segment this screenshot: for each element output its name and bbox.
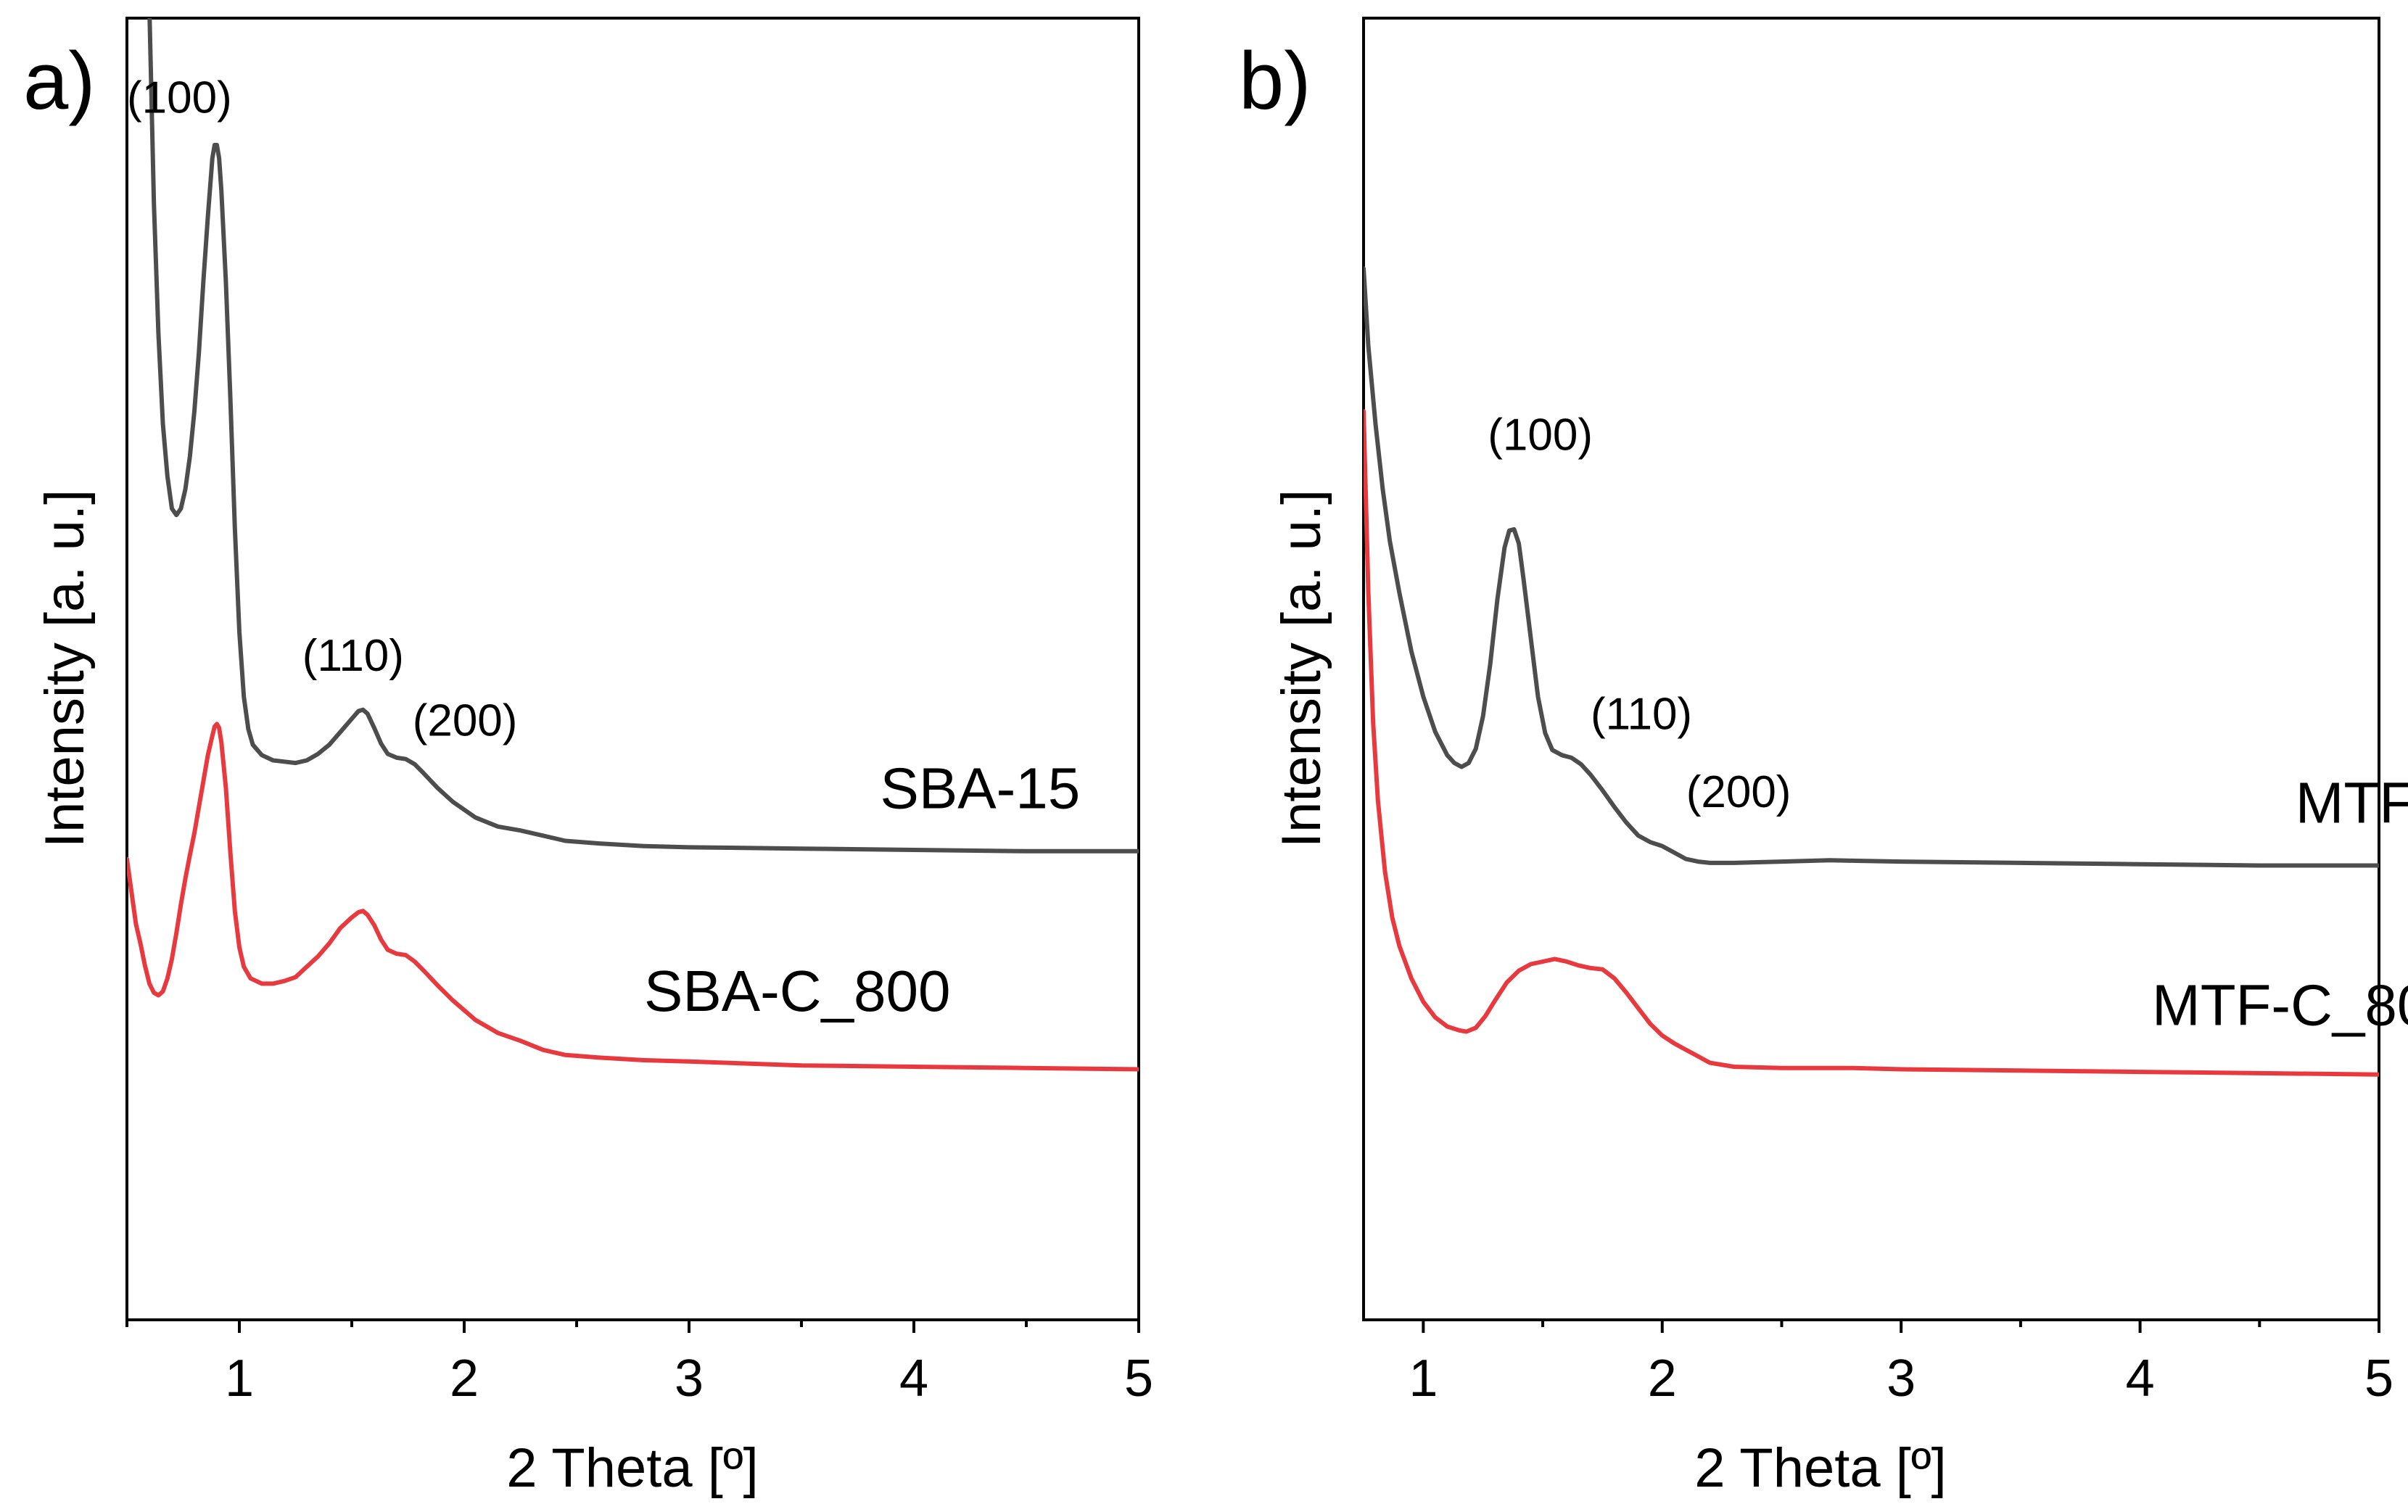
panel-b: b) Intensity [a. u.] 2 Theta [º] 1 2 3 4 5 (…	[1239, 17, 2408, 1499]
panel-b-curves	[1364, 266, 2379, 1077]
panel-b-annotations: (100) (110) (200) MTF MTF-C_800	[1488, 410, 2408, 1038]
panel-a-annotations: (100) (110)(200) SBA-15 SBA-C_800	[127, 73, 1080, 1023]
panel-b-x-tick-label: 5	[2364, 1350, 2393, 1408]
panel-a-curves	[127, 18, 1139, 1072]
panel-b-x-tick-label: 1	[1409, 1350, 1438, 1408]
series-line-sba-15	[147, 18, 1139, 854]
panel-a-y-axis-title: Intensity [a. u.]	[34, 489, 96, 848]
series-line-mtf	[1364, 266, 2379, 868]
panel-a: a) Intensity [a. u.] 2 Theta [º] 1 2 3 4 5 (…	[23, 17, 1153, 1499]
series-label: SBA-C_800	[644, 959, 950, 1023]
panel-b-label: b)	[1239, 36, 1311, 126]
panel-b-plot-frame	[1362, 17, 2380, 1321]
series-label: MTF	[2296, 770, 2408, 835]
panel-a-x-tick-label: 3	[675, 1350, 704, 1408]
panel-a-x-tick-label: 2	[450, 1350, 479, 1408]
panel-b-x-axis-title: 2 Theta [º]	[1694, 1437, 1946, 1499]
panel-b-x-tick-label: 2	[1648, 1350, 1677, 1408]
panel-a-label: a)	[23, 36, 96, 126]
series-label: SBA-15	[881, 756, 1081, 821]
panel-b-x-tick-label: 4	[2126, 1350, 2155, 1408]
panel-b-y-axis-title: Intensity [a. u.]	[1271, 489, 1332, 848]
peak-annotation: (200)	[413, 696, 518, 746]
series-label: MTF-C_800	[2152, 973, 2408, 1038]
series-line-sba-c-800	[127, 722, 1139, 1072]
panel-b-x-ticks: 1 2 3 4 5	[1409, 1320, 2393, 1408]
panel-a-x-tick-label: 5	[1124, 1350, 1153, 1408]
peak-annotation: (100)	[127, 73, 232, 123]
panel-a-x-axis-title: 2 Theta [º]	[506, 1437, 758, 1499]
peak-annotation: (100)	[1488, 410, 1593, 460]
panel-b-x-tick-label: 3	[1887, 1350, 1916, 1408]
peak-annotation: (110)	[302, 631, 404, 681]
panel-a-plot-frame	[125, 17, 1140, 1321]
panel-a-x-tick-label: 1	[225, 1350, 254, 1408]
panel-a-x-tick-label: 4	[899, 1350, 928, 1408]
peak-annotation: (200)	[1686, 767, 1791, 817]
panel-a-x-ticks: 1 2 3 4 5	[125, 1320, 1153, 1408]
peak-annotation: (110)	[1591, 690, 1692, 740]
series-line-mtf-c-800	[1364, 409, 2379, 1077]
